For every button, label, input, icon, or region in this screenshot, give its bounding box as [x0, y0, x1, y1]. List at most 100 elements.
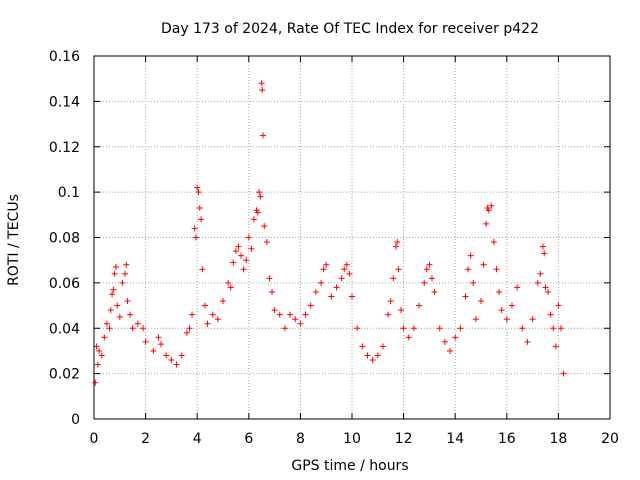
data-point — [248, 245, 255, 252]
data-point — [441, 338, 448, 345]
data-point — [110, 286, 117, 293]
data-point — [452, 334, 459, 341]
data-point — [555, 302, 562, 309]
x-axis-label: GPS time / hours — [291, 458, 408, 474]
data-point — [312, 288, 319, 295]
data-point — [93, 343, 100, 350]
data-point — [209, 311, 216, 318]
data-point — [550, 325, 557, 332]
data-point — [220, 298, 226, 305]
data-point — [134, 320, 141, 327]
data-point — [428, 275, 435, 282]
data-point — [436, 325, 443, 332]
data-point — [462, 293, 469, 300]
data-point — [225, 279, 232, 286]
data-point — [490, 239, 497, 246]
data-point — [480, 261, 487, 268]
data-point — [320, 266, 327, 273]
data-point — [398, 307, 405, 314]
data-point — [150, 347, 157, 354]
data-point — [307, 302, 314, 309]
data-point — [287, 311, 294, 318]
x-tick-label: 4 — [193, 431, 202, 447]
data-point — [354, 325, 361, 332]
data-point — [457, 325, 464, 332]
data-point — [426, 261, 433, 268]
data-point — [112, 263, 119, 270]
grid-lines — [94, 56, 610, 419]
data-point — [114, 302, 121, 309]
data-point — [227, 284, 234, 291]
data-point — [498, 307, 505, 314]
data-point — [163, 352, 170, 359]
data-point — [394, 239, 401, 246]
x-tick-label: 18 — [549, 431, 567, 447]
scatter-points — [92, 80, 567, 386]
data-point — [542, 284, 549, 291]
data-point — [158, 341, 165, 348]
data-point — [106, 325, 113, 332]
data-point — [560, 370, 567, 377]
data-point — [258, 80, 265, 87]
data-point — [259, 87, 266, 94]
y-axis-label: ROTI / TECUs — [6, 194, 22, 286]
x-tick-label: 6 — [244, 431, 253, 447]
data-point — [557, 325, 564, 332]
data-point — [333, 284, 340, 291]
data-point — [214, 316, 221, 323]
data-point — [103, 320, 110, 327]
data-point — [263, 239, 270, 246]
data-point — [230, 259, 237, 266]
x-tick-labels: 0 2 4 6 8 10 12 14 16 18 20 — [90, 431, 619, 447]
data-point — [478, 298, 484, 305]
data-point — [496, 288, 503, 295]
data-point — [547, 311, 554, 318]
data-point — [276, 311, 283, 318]
data-point — [349, 293, 355, 300]
data-point — [374, 352, 381, 359]
data-point — [537, 270, 544, 277]
data-point — [467, 252, 474, 259]
y-tick-label: 0.16 — [49, 49, 80, 65]
data-point — [195, 189, 202, 196]
data-point — [199, 266, 206, 273]
data-point — [245, 234, 252, 241]
data-point — [395, 266, 402, 273]
y-tick-label: 0.06 — [49, 276, 80, 292]
data-point — [271, 307, 278, 314]
data-point — [196, 205, 203, 212]
data-point — [243, 257, 250, 264]
data-point — [392, 243, 399, 250]
y-tick-label: 0.1 — [58, 185, 80, 201]
data-point — [250, 216, 257, 223]
data-point — [92, 379, 99, 386]
x-tick-label: 2 — [141, 431, 150, 447]
data-point — [281, 325, 288, 332]
data-point — [186, 325, 193, 332]
data-point — [140, 325, 147, 332]
data-point — [238, 252, 245, 259]
data-point — [235, 243, 242, 250]
data-point — [240, 266, 247, 273]
data-point — [198, 216, 205, 223]
data-point — [405, 334, 412, 341]
data-point — [101, 334, 108, 341]
x-tick-label: 0 — [90, 431, 99, 447]
data-point — [232, 248, 239, 255]
data-point — [423, 266, 430, 273]
data-point — [472, 316, 479, 323]
data-point — [173, 361, 180, 368]
data-point — [119, 279, 126, 286]
data-point — [124, 298, 131, 305]
data-point — [191, 225, 198, 232]
data-point — [488, 202, 495, 209]
data-point — [318, 279, 325, 286]
data-point — [545, 288, 552, 295]
data-point — [379, 343, 386, 350]
data-point — [534, 279, 541, 286]
y-tick-label: 0.02 — [49, 367, 80, 383]
y-tick-labels: 0 0.02 0.04 0.06 0.08 0.1 0.12 0.14 0.16 — [49, 49, 80, 428]
data-point — [204, 320, 211, 327]
data-point — [254, 209, 261, 216]
